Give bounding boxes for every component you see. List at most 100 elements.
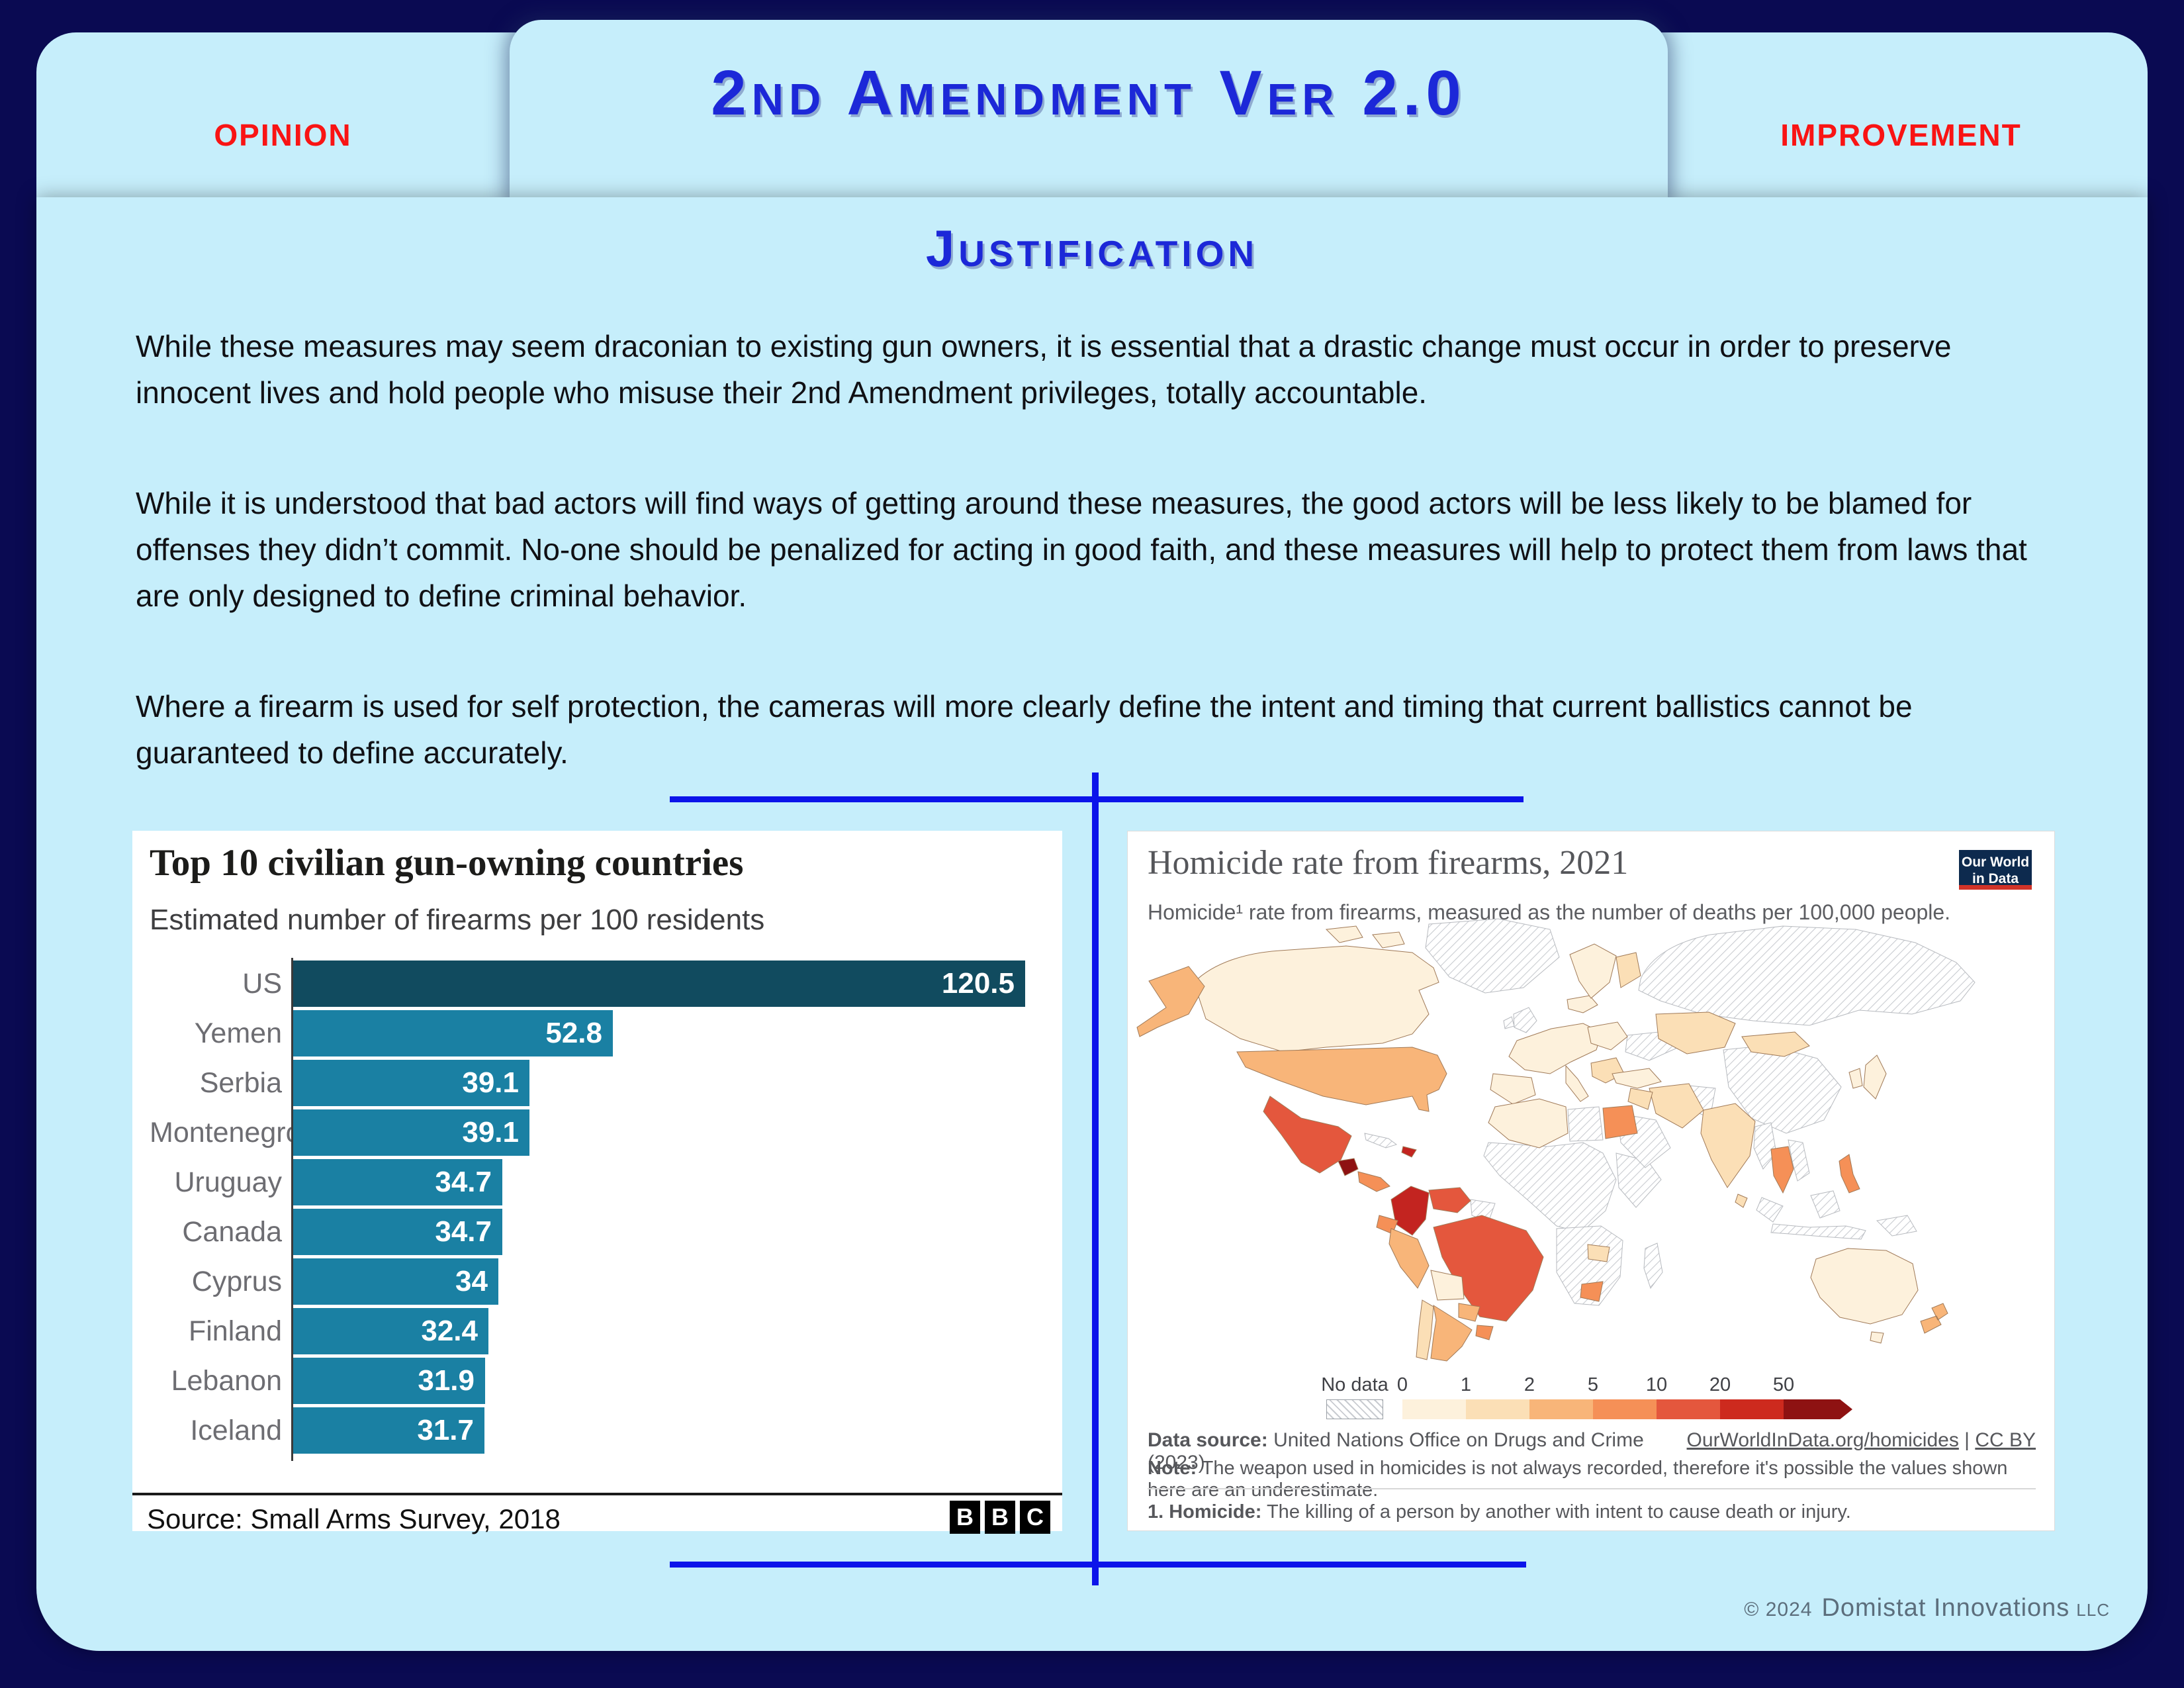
bar-row-finland: Finland 32.4: [150, 1308, 1044, 1354]
footer-copyright: © 2024 Domistat Innovations LLC: [1744, 1594, 2110, 1622]
bar-row-uruguay: Uruguay 34.7: [150, 1159, 1044, 1205]
owid-link-separator: |: [1958, 1429, 1976, 1451]
bar-label: Montenegro: [150, 1116, 302, 1149]
map-region-arctic-islands: [1325, 925, 1405, 949]
bar-value: 39.1: [462, 1066, 519, 1099]
bar-label: Serbia: [199, 1066, 282, 1099]
bbc-logo-letter-b1: B: [950, 1501, 980, 1534]
legend-no-data-label: No data: [1321, 1374, 1388, 1395]
owid-link-homicides[interactable]: OurWorldInData.org/homicides: [1686, 1429, 1959, 1451]
map-region-argentina: [1430, 1304, 1473, 1362]
owid-links: OurWorldInData.org/homicides | CC BY: [1687, 1429, 2036, 1452]
legend-tick-2: 2: [1524, 1374, 1535, 1395]
legend-segment-1-2: [1466, 1399, 1529, 1419]
tab-improvement: IMPROVEMENT: [1655, 32, 2148, 201]
map-region-russia: [1638, 925, 1976, 1026]
bar-row-canada: Canada 34.7: [150, 1209, 1044, 1255]
map-region-sumatra: [1756, 1197, 1784, 1223]
owid-note-text: The weapon used in homicides is not alwa…: [1148, 1458, 2008, 1501]
legend-segment-10-20: [1657, 1399, 1720, 1419]
map-region-bolivia: [1430, 1270, 1465, 1301]
map-region-scandinavia: [1569, 943, 1617, 999]
legend-tick-5: 5: [1587, 1374, 1599, 1395]
map-region-papua-new-guinea: [1876, 1215, 1917, 1237]
paragraph-3: Where a firearm is used for self protect…: [136, 689, 1913, 770]
bbc-source-text: Source: Small Arms Survey, 2018: [147, 1503, 561, 1534]
owid-footnote-row: 1. Homicide: The killing of a person by …: [1148, 1501, 2036, 1523]
map-region-paraguay: [1458, 1303, 1480, 1322]
map-region-myanmar: [1753, 1122, 1777, 1170]
map-region-south-africa-tip: [1580, 1281, 1604, 1302]
map-region-canada: [1193, 945, 1439, 1053]
bbc-logo: B B C: [950, 1501, 1050, 1534]
bar-label: Uruguay: [174, 1166, 282, 1198]
map-region-venezuela: [1428, 1187, 1471, 1213]
map-region-central-europe: [1587, 1021, 1628, 1051]
bar-label: Finland: [188, 1315, 282, 1347]
legend-tick-1: 1: [1460, 1374, 1472, 1395]
legend-segment-2-5: [1529, 1399, 1593, 1419]
map-region-java-islands: [1770, 1223, 1866, 1240]
bar-montenegro: 39.1: [291, 1109, 529, 1156]
owid-datasource-row: OurWorldInData.org/homicides | CC BY Dat…: [1148, 1429, 2036, 1474]
bar-serbia: 39.1: [291, 1060, 529, 1106]
owid-link-ccby[interactable]: CC BY: [1975, 1429, 2036, 1451]
bbc-footer-rule: [132, 1493, 1062, 1495]
bbc-bar-plot: US 120.5 Yemen 52.8 Serbia 39.1 Monteneg…: [150, 961, 1044, 1457]
map-region-cuba: [1364, 1133, 1398, 1149]
map-region-alaska: [1136, 966, 1205, 1037]
bbc-logo-letter-c: C: [1020, 1501, 1050, 1534]
bar-value: 34.7: [435, 1215, 492, 1248]
divider-vertical: [1092, 773, 1099, 1585]
bar-lebanon: 31.9: [291, 1358, 485, 1404]
bbc-axis-line: [291, 958, 293, 1461]
opinion-label: OPINION: [214, 118, 352, 152]
bar-label: Cyprus: [191, 1265, 282, 1297]
map-region-southern-africa: [1556, 1225, 1623, 1306]
legend-tick-0: 0: [1396, 1374, 1408, 1395]
map-region-tasmania: [1870, 1331, 1884, 1344]
map-region-mongolia: [1741, 1031, 1810, 1057]
bbc-chart-title: Top 10 civilian gun-owning countries: [150, 842, 744, 884]
map-region-thailand: [1770, 1146, 1794, 1194]
bar-uruguay: 34.7: [291, 1159, 502, 1205]
map-region-italy: [1565, 1064, 1589, 1102]
map-region-western-europe: [1508, 1023, 1602, 1074]
slide-title: 2nd Amendment Ver 2.0: [711, 58, 1467, 128]
bar-label: Lebanon: [171, 1364, 282, 1397]
map-region-zambia: [1587, 1244, 1610, 1262]
owid-datasource-text: United Nations Office on Drugs and Crime…: [1148, 1429, 1644, 1474]
legend-segment-5-10: [1593, 1399, 1657, 1419]
owid-chart-subtitle: Homicide¹ rate from firearms, measured a…: [1148, 900, 1951, 924]
bar-row-iceland: Iceland 31.7: [150, 1407, 1044, 1454]
map-region-new-zealand: [1920, 1303, 1948, 1334]
map-region-morocco-algeria: [1488, 1098, 1569, 1149]
map-region-egypt: [1602, 1105, 1638, 1139]
legend-color-bar: [1402, 1399, 1852, 1419]
bar-row-us: US 120.5: [150, 961, 1044, 1007]
bbc-chart-card: Top 10 civilian gun-owning countries Est…: [132, 831, 1062, 1534]
map-region-costa-rica-panama: [1357, 1171, 1390, 1192]
bar-label: Iceland: [190, 1414, 282, 1446]
footer-company: Domistat Innovations: [1821, 1594, 2070, 1622]
owid-logo: Our World in Data: [1959, 850, 2032, 890]
map-region-chile: [1416, 1299, 1434, 1360]
owid-footnote-text: The killing of a person by another with …: [1261, 1501, 1851, 1523]
bar-row-lebanon: Lebanon 31.9: [150, 1358, 1044, 1404]
map-region-west-central-africa: [1483, 1142, 1617, 1233]
owid-chart-title: Homicide rate from firearms, 2021: [1148, 844, 1629, 882]
bbc-chart-subtitle: Estimated number of firearms per 100 res…: [150, 904, 765, 936]
map-region-iberia: [1490, 1073, 1536, 1105]
owid-logo-line1: Our World: [1961, 855, 2030, 870]
legend-segment-50-plus: [1784, 1399, 1852, 1419]
legend-segment-20-50: [1720, 1399, 1784, 1419]
legend-tick-10: 10: [1645, 1374, 1668, 1395]
owid-note-label: Note:: [1148, 1458, 1197, 1479]
bar-value: 32.4: [421, 1315, 478, 1347]
map-region-kazakhstan: [1655, 1011, 1736, 1055]
tab-title: 2nd Amendment Ver 2.0: [510, 20, 1668, 200]
bar-row-yemen: Yemen 52.8: [150, 1010, 1044, 1056]
bar-value: 31.9: [418, 1364, 475, 1397]
map-region-philippines: [1839, 1154, 1860, 1194]
bar-label: US: [242, 967, 282, 1000]
